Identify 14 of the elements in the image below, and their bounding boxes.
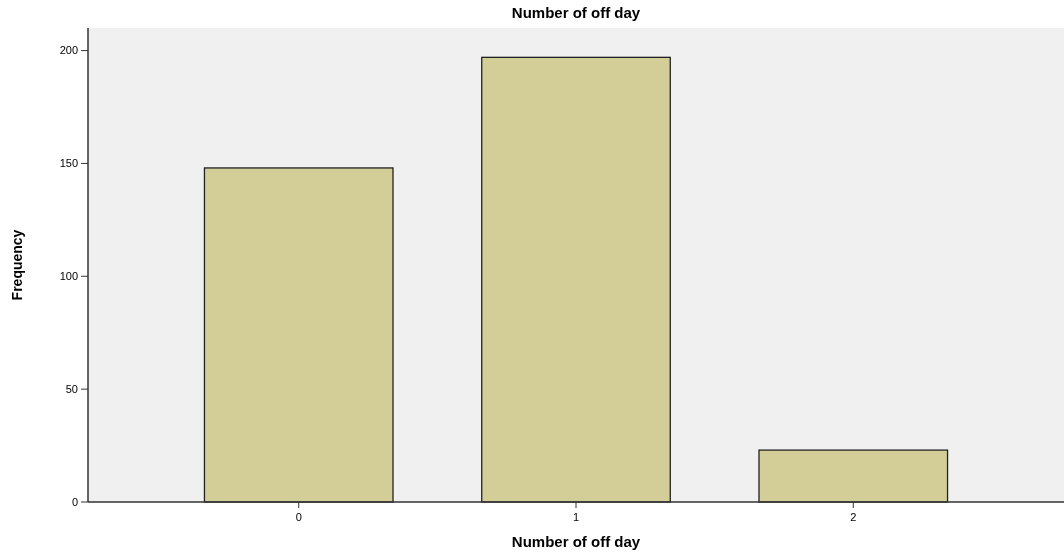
x-tick-label: 1 <box>572 511 580 523</box>
bar <box>481 56 671 503</box>
bar <box>203 167 394 503</box>
x-tick-label: 2 <box>850 511 857 523</box>
y-tick-label: 50 <box>65 382 78 395</box>
y-tick-label: 150 <box>59 157 78 170</box>
chart-title: Number of off day <box>511 4 641 21</box>
x-axis-title: Number of off day <box>511 533 641 550</box>
y-axis-title: Frequency <box>9 229 25 301</box>
y-tick-label: 100 <box>59 270 78 283</box>
x-tick-label: 0 <box>295 511 302 523</box>
y-tick-label: 200 <box>59 44 78 57</box>
bar <box>758 449 949 503</box>
y-tick-label: 0 <box>71 495 78 508</box>
